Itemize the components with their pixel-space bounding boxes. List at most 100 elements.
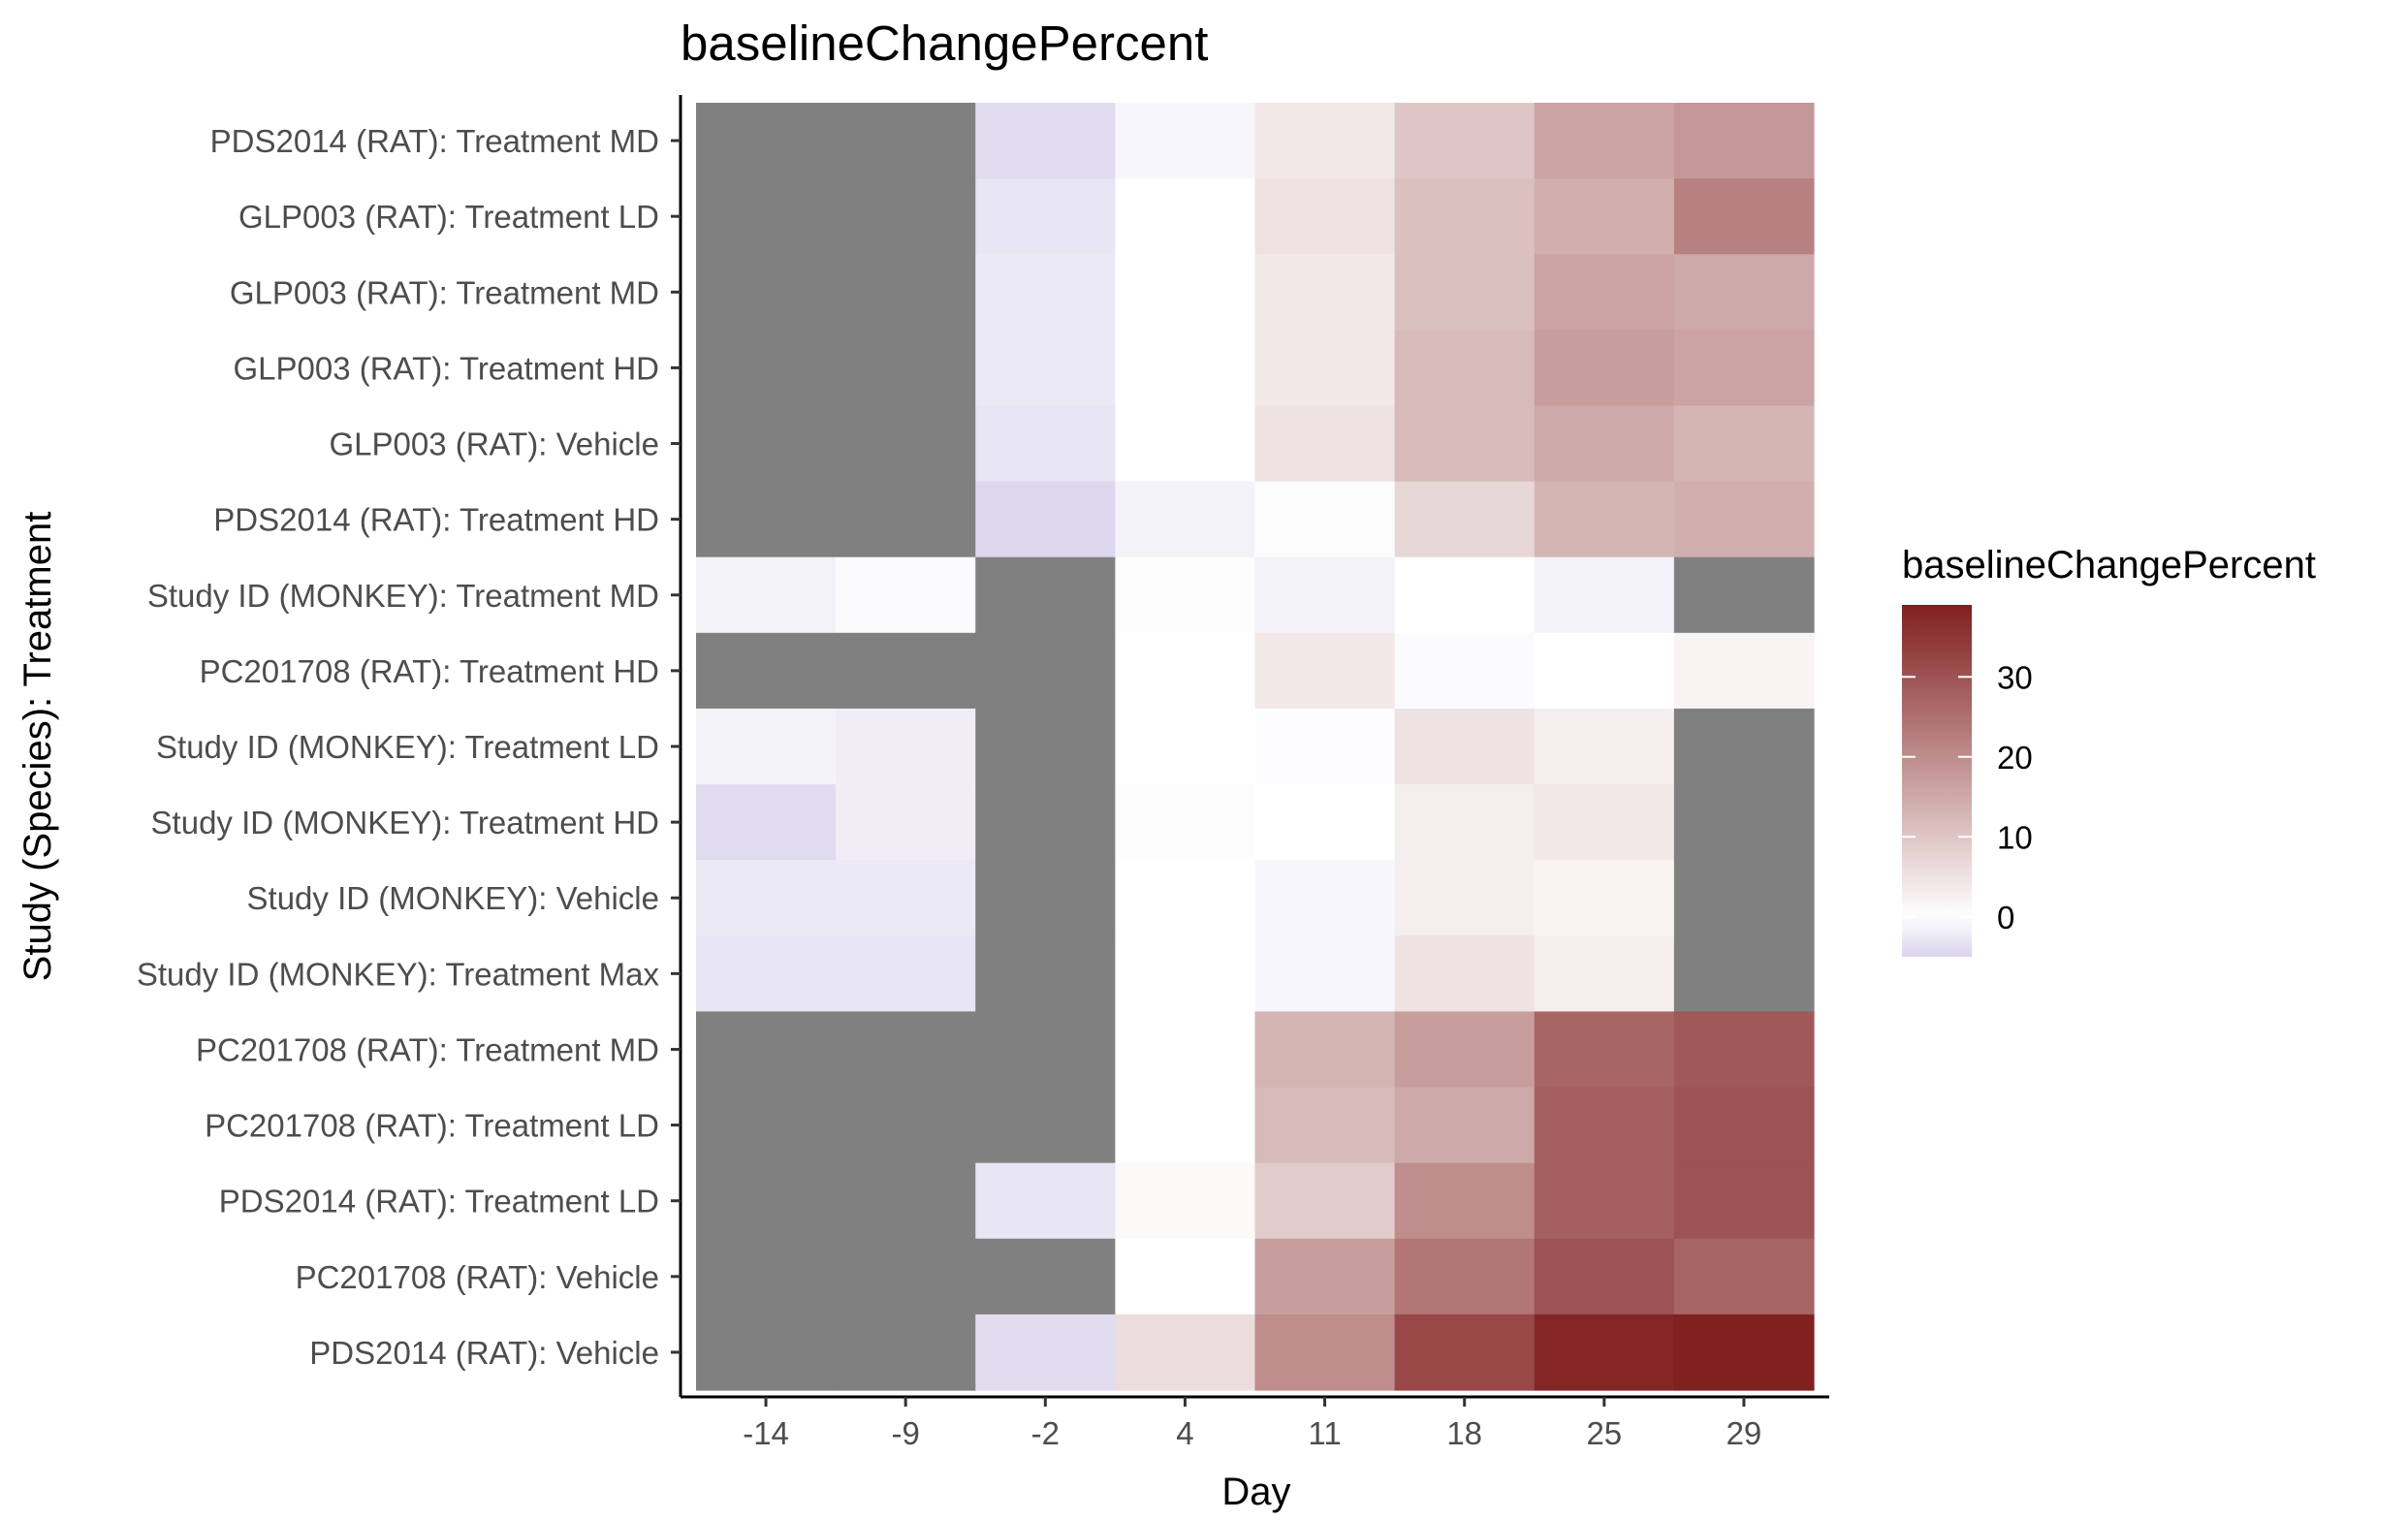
heatmap-cell [1394,1011,1536,1089]
heatmap-cell [1115,860,1256,936]
y-tick-label: GLP003 (RAT): Vehicle [329,427,659,462]
heatmap-cell [1534,1162,1675,1240]
y-tick-label: PC201708 (RAT): Vehicle [296,1259,659,1295]
y-tick-label: GLP003 (RAT): Treatment MD [230,274,659,310]
heatmap-cell [1254,1238,1396,1315]
heatmap-cell [1534,1011,1675,1089]
heatmap-cell [696,1162,837,1240]
heatmap-cell [836,860,976,936]
legend-colorbar [1902,605,1972,957]
heatmap-cell [696,405,837,483]
heatmap-cell [975,784,1116,861]
heatmap-cell [1115,708,1256,785]
heatmap-cell [1534,405,1675,483]
heatmap-cell [836,708,976,785]
y-tick-label: GLP003 (RAT): Treatment LD [238,199,659,235]
heatmap-cell [1254,556,1396,634]
heatmap-cell [975,1314,1116,1391]
y-tick-label: PDS2014 (RAT): Vehicle [309,1335,659,1371]
y-axis-title: Study (Species): Treatment [16,512,59,982]
heatmap-cell [1673,860,1815,936]
x-axis-title: Day [1221,1471,1290,1513]
heatmap-cell [1115,254,1256,331]
heatmap-cell [1394,103,1536,179]
heatmap-cell [836,784,976,861]
heatmap-cell [1254,935,1396,1013]
heatmap-cell [696,1087,837,1164]
legend-tick-label: 20 [1997,740,2033,776]
heatmap-cell [1115,330,1256,407]
heatmap-cell [975,935,1116,1013]
heatmap-cell [975,1087,1116,1164]
heatmap-cell [836,405,976,483]
heatmap-cell [975,481,1116,558]
y-tick-label: GLP003 (RAT): Treatment HD [233,350,659,386]
x-tick-label: 29 [1727,1415,1762,1451]
color-legend: baselineChangePercent 0 10 20 30 [1902,544,2316,957]
heatmap-cell [1254,632,1396,710]
heatmap-cell [1534,935,1675,1013]
y-tick-label: Study ID (MONKEY): Vehicle [247,880,659,916]
heatmap-cell [1534,481,1675,558]
heatmap-cell [1394,556,1536,634]
heatmap-cell [975,860,1116,936]
heatmap-cell [696,1314,837,1391]
heatmap-cell [975,405,1116,483]
y-tick-label: Study ID (MONKEY): Treatment HD [151,805,659,840]
heatmap-cell [1115,1011,1256,1089]
heatmap-cell [1673,935,1815,1013]
heatmap-cell [1254,1314,1396,1391]
y-tick-label: Study ID (MONKEY): Treatment LD [156,729,659,765]
legend-tick-label: 0 [1997,900,2014,935]
x-tick-label: -14 [743,1415,789,1451]
heatmap-cell [1115,1314,1256,1391]
heatmap-cell [696,632,837,710]
x-tick-label: -2 [1031,1415,1060,1451]
heatmap-cell [1115,935,1256,1013]
heatmap-cell [1534,1238,1675,1315]
heatmap-cell [975,330,1116,407]
heatmap-cell [696,254,837,331]
heatmap-cell [1534,708,1675,785]
y-tick-label: Study ID (MONKEY): Treatment MD [147,578,659,614]
heatmap-cell [696,556,837,634]
y-tick-label: Study ID (MONKEY): Treatment Max [137,956,660,992]
x-tick-label: 11 [1308,1415,1341,1451]
heatmap-cell [1673,330,1815,407]
heatmap-cell [1394,708,1536,785]
heatmap-cell [1254,784,1396,861]
heatmap-cell [836,178,976,255]
heatmap-cell [975,1011,1116,1089]
heatmap-cell [975,178,1116,255]
heatmap-cells [696,103,1815,1391]
heatmap-cell [1254,254,1396,331]
heatmap-cell [836,1162,976,1240]
heatmap-cell [1394,405,1536,483]
heatmap-cell [1394,784,1536,861]
y-tick-label: PDS2014 (RAT): Treatment HD [213,502,659,538]
heatmap-cell [696,481,837,558]
heatmap-cell [836,1314,976,1391]
heatmap-cell [1673,405,1815,483]
heatmap-cell [975,556,1116,634]
heatmap-cell [1534,632,1675,710]
heatmap-cell [1394,632,1536,710]
heatmap-cell [1394,1314,1536,1391]
heatmap-cell [1394,1238,1536,1315]
heatmap-cell [1534,103,1675,179]
heatmap-cell [1394,1162,1536,1240]
heatmap-cell [1673,708,1815,785]
heatmap-cell [1673,1087,1815,1164]
heatmap-cell [1254,1162,1396,1240]
heatmap-cell [1254,330,1396,407]
heatmap-cell [836,254,976,331]
heatmap-cell [836,632,976,710]
heatmap-cell [1254,103,1396,179]
heatmap-cell [1673,1011,1815,1089]
heatmap-cell [1254,405,1396,483]
heatmap-cell [1254,1011,1396,1089]
heatmap-cell [836,481,976,558]
heatmap-cell [975,632,1116,710]
heatmap-cell [1394,481,1536,558]
heatmap-cell [1394,178,1536,255]
